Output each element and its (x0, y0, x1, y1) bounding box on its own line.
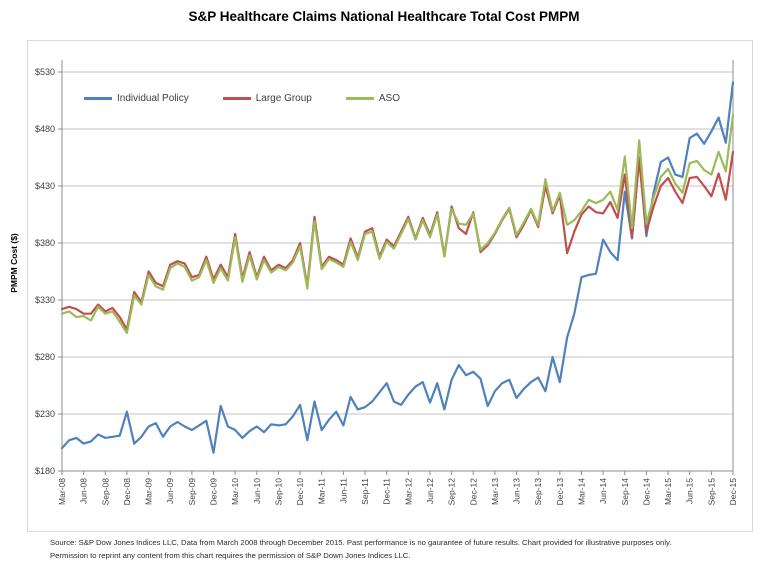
x-tick-label: Sep-11 (360, 478, 370, 505)
source-note-line2: Permission to reprint any content from t… (50, 550, 411, 560)
x-tick-label: Sep-13 (533, 478, 543, 506)
x-tick-label: Mar-15 (663, 478, 673, 505)
y-tick-label: $230 (35, 409, 55, 419)
x-tick-label: Mar-09 (144, 478, 154, 505)
x-tick-label: Dec-13 (555, 478, 565, 506)
x-tick-label: Jun-14 (598, 478, 608, 504)
chart-outer-border (27, 40, 753, 532)
y-tick-label: $180 (35, 466, 55, 476)
large-group-line-swatch (222, 97, 251, 100)
x-tick-label: Mar-11 (317, 478, 327, 505)
y-tick-label: $280 (35, 352, 55, 362)
x-tick-label: Jun-12 (425, 478, 435, 504)
x-tick-label: Dec-12 (468, 478, 478, 506)
x-tick-label: Mar-14 (576, 478, 586, 505)
chart-title: S&P Healthcare Claims National Healthcar… (188, 9, 580, 24)
y-tick-label: $530 (35, 67, 55, 77)
x-tick-label: Sep-12 (447, 478, 457, 506)
y-tick-label: $380 (35, 238, 55, 248)
y-tick-label: $430 (35, 181, 55, 191)
legend-label: Individual Policy (117, 93, 189, 104)
series-line-aso (60, 114, 735, 335)
legend-label: ASO (378, 93, 400, 104)
x-tick-label: Dec-09 (209, 478, 219, 506)
y-axis-title: PMPM Cost ($) (9, 233, 19, 293)
aso-line-swatch (345, 97, 374, 100)
individual-policy-line-swatch (84, 97, 112, 100)
x-tick-label: Dec-15 (728, 478, 738, 506)
series-line-individual-policy (60, 81, 735, 454)
x-tick-label: Jun-10 (252, 478, 262, 504)
x-tick-label: Jun-08 (79, 478, 89, 504)
x-tick-label: Jun-15 (685, 478, 695, 504)
x-tick-label: Dec-08 (122, 478, 132, 506)
x-tick-label: Mar-10 (230, 478, 240, 505)
legend-item-aso: ASO (345, 93, 400, 104)
y-tick-label: $480 (35, 124, 55, 134)
source-note-line1: Source: S&P Dow Jones Indices LLC, Data … (50, 538, 672, 547)
x-tick-label: Mar-13 (490, 478, 500, 505)
x-tick-label: Sep-09 (187, 478, 197, 506)
x-tick-label: Sep-14 (620, 478, 630, 506)
x-tick-label: Sep-10 (273, 478, 283, 506)
x-tick-label: Dec-10 (295, 478, 305, 506)
x-tick-label: Dec-14 (641, 478, 651, 506)
x-tick-label: Jun-09 (165, 478, 175, 504)
x-tick-label: Mar-08 (57, 478, 67, 505)
x-tick-label: Sep-15 (706, 478, 716, 506)
x-tick-label: Jun-13 (512, 478, 522, 504)
legend-item-large-group: Large Group (222, 93, 312, 104)
x-tick-label: Jun-11 (338, 478, 348, 504)
source-note: Source: S&P Dow Jones Indices LLC, Data … (50, 537, 750, 562)
legend-label: Large Group (255, 93, 312, 104)
y-tick-label: $330 (35, 295, 55, 305)
x-tick-label: Mar-12 (403, 478, 413, 505)
x-tick-label: Sep-08 (100, 478, 110, 506)
x-tick-label: Dec-11 (382, 478, 392, 505)
legend-item-individual-policy: Individual Policy (84, 93, 189, 104)
legend: Individual Policy Large Group ASO (84, 93, 400, 104)
